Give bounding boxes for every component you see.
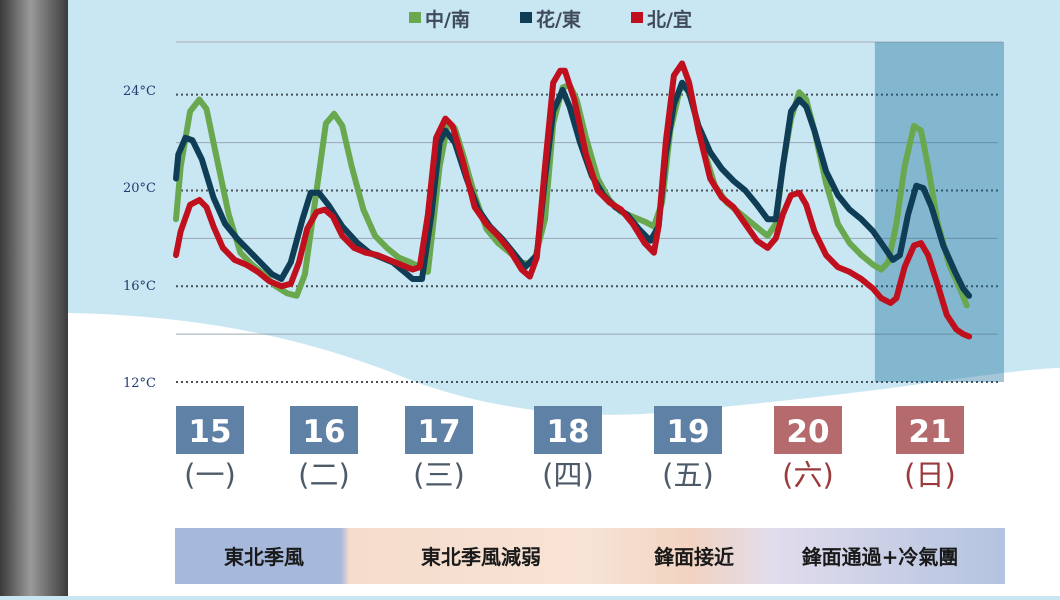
day-box-15 [176,406,244,454]
phase-bar-background [175,528,1005,584]
day-weekday-20: (六) [782,458,834,492]
day-num-17: 17 [417,414,460,450]
y-axis: 24°C 20°C 16°C 12°C [123,84,156,391]
day-num-16: 16 [302,414,345,450]
day-box-18 [534,406,602,454]
day-16: 16 (二) [290,406,358,492]
phase-bar: 東北季風 東北季風減弱 鋒面接近 鋒面通過+冷氣團 [175,528,1005,584]
day-weekday-17: (三) [413,458,465,492]
left-edge-bar [0,0,68,596]
legend-label-central: 中/南 [425,8,470,31]
series-lines [173,60,973,340]
phase-label-front-approaching: 鋒面接近 [653,545,734,569]
white-wave [68,313,1060,596]
ytick-16: 16°C [123,279,156,294]
day-18: 18 (四) [534,406,602,492]
day-21: 21 (日) [896,406,964,492]
day-num-15: 15 [188,414,231,450]
phase-label-monsoon-weakening: 東北季風減弱 [421,545,541,569]
legend-swatch-north [631,12,643,23]
legend-label-north: 北/宜 [647,8,692,31]
day-weekday-19: (五) [662,458,714,492]
legend-label-east: 花/東 [536,8,581,31]
day-box-19 [654,406,722,454]
day-box-16 [290,406,358,454]
day-weekday-16: (二) [298,458,350,492]
day-box-17 [405,406,473,454]
day-num-19: 19 [666,414,709,450]
day-labels: 15 (一) 16 (二) 17 (三) 18 (四) 19 (五) [176,406,964,492]
day-box-21 [896,406,964,454]
day-num-20: 20 [786,414,829,450]
legend-swatch-central [409,12,421,23]
gridlines [176,93,998,383]
day-15: 15 (一) [176,406,244,492]
ytick-12: 12°C [123,376,156,391]
day-num-21: 21 [908,414,951,450]
ytick-20: 20°C [123,181,156,196]
day-17: 17 (三) [405,406,473,492]
phase-label-front-passing-cold-air: 鋒面通過+冷氣團 [801,545,959,569]
legend-swatch-east [520,12,532,23]
series-line-north-yilan [173,60,973,340]
phase-label-northeast-monsoon: 東北季風 [224,545,304,569]
day-weekday-18: (四) [542,458,594,492]
temperature-chart: 中/南 花/東 北/宜 24°C 20°C 16°C 12°C 15 (一) [68,0,1060,596]
highlight-band [874,42,1004,382]
day-num-18: 18 [546,414,589,450]
legend: 中/南 花/東 北/宜 [409,8,692,31]
day-box-20 [774,406,842,454]
day-weekday-15: (一) [184,458,236,492]
day-19: 19 (五) [654,406,722,492]
series-line-hualien-taitung [173,79,973,299]
ytick-24: 24°C [123,84,156,99]
day-weekday-21: (日) [904,458,956,492]
day-20: 20 (六) [774,406,842,492]
